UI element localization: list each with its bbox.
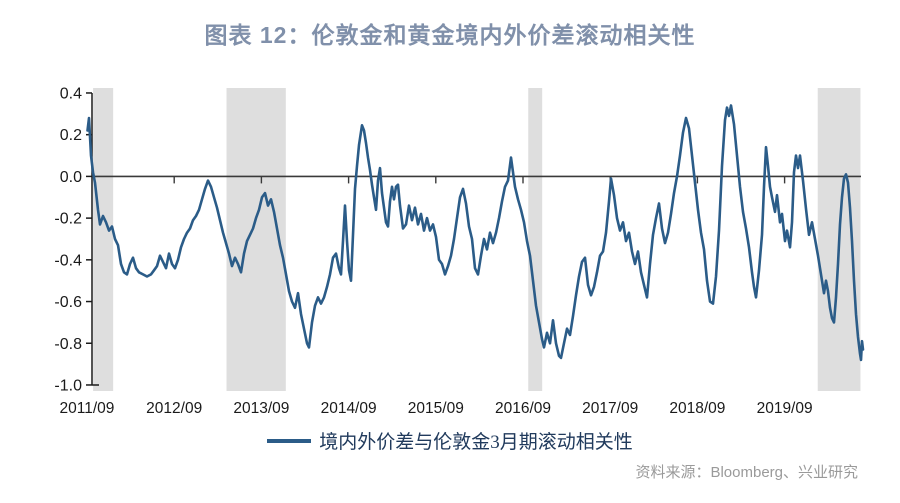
legend-line-swatch (267, 438, 312, 443)
y-axis-label: 0.2 (60, 127, 82, 144)
shaded-band (528, 88, 543, 391)
x-axis-label: 2016/09 (495, 400, 551, 417)
y-axis-label: 0.4 (60, 85, 82, 102)
x-axis-label: 2014/09 (321, 400, 377, 417)
y-axis-label: -1.0 (54, 377, 82, 394)
data-source-note: 资料来源：Bloomberg、兴业研究 (635, 464, 858, 481)
y-axis-label: 0.0 (60, 169, 82, 186)
shaded-band (226, 88, 286, 391)
y-axis-label: -0.6 (54, 294, 82, 311)
x-axis-label: 2013/09 (233, 400, 289, 417)
legend-series-label: 境内外价差与伦敦金3月期滚动相关性 (319, 432, 633, 453)
x-axis-label: 2017/09 (582, 400, 638, 417)
series-line (86, 104, 865, 362)
y-axis-label: -0.8 (54, 336, 82, 353)
x-axis-label: 2011/09 (60, 400, 115, 417)
shaded-band (93, 88, 114, 391)
y-axis-label: -0.4 (54, 252, 82, 269)
x-axis-label: 2019/09 (757, 400, 813, 417)
y-axis-label: -0.2 (54, 211, 82, 228)
x-axis-label: 2015/09 (408, 400, 464, 417)
chart-title: 图表 12：伦敦金和黄金境内外价差滚动相关性 (204, 22, 696, 48)
x-axis-label: 2012/09 (146, 400, 202, 417)
legend: 境内外价差与伦敦金3月期滚动相关性 (0, 427, 900, 454)
x-axis-label: 2018/09 (669, 400, 725, 417)
